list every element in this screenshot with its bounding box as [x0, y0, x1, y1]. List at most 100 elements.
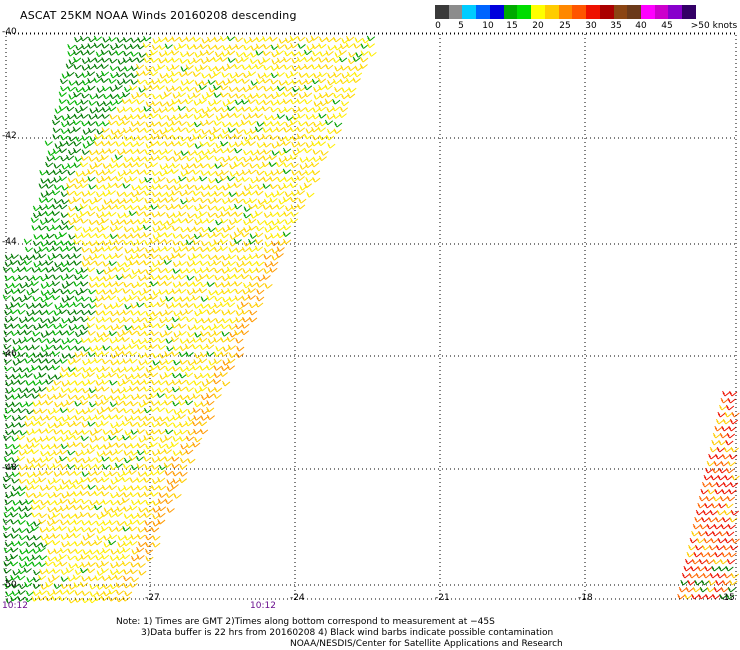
wind-barb	[186, 86, 195, 92]
wind-barb	[67, 513, 76, 519]
wind-barb	[285, 115, 294, 121]
wind-barb	[31, 302, 40, 309]
wind-barb	[143, 106, 152, 112]
wind-barb	[158, 254, 168, 261]
wind-barb	[18, 274, 27, 281]
wind-barb	[164, 127, 173, 133]
wind-barb	[722, 516, 731, 523]
wind-barb	[685, 586, 694, 593]
wind-barb	[709, 544, 718, 551]
wind-barb	[54, 262, 63, 268]
wind-barb	[32, 408, 42, 415]
wind-barb	[255, 231, 264, 238]
wind-barb	[115, 50, 124, 56]
wind-barb	[39, 170, 48, 176]
wind-barb	[102, 233, 112, 240]
lat-label-44: -44	[2, 237, 17, 247]
wind-barb	[58, 175, 68, 182]
wind-barb	[269, 183, 279, 190]
wind-barb	[23, 266, 32, 272]
wind-barb	[255, 99, 264, 105]
wind-barb	[320, 150, 329, 156]
lat-label-50: -50	[2, 580, 17, 590]
wind-barb	[305, 177, 314, 183]
wind-barb	[17, 414, 27, 421]
wind-barb	[723, 572, 733, 579]
wind-barb	[228, 142, 237, 148]
wind-barb	[241, 309, 250, 315]
wind-barb	[68, 135, 77, 142]
wind-barb	[108, 204, 117, 210]
wind-barb	[136, 386, 145, 392]
wind-barb	[156, 154, 166, 161]
wind-barb	[318, 113, 327, 119]
wind-barb	[115, 42, 124, 49]
wind-barb	[338, 49, 347, 55]
wind-barb	[10, 449, 19, 455]
wind-barb	[123, 135, 132, 141]
wind-barb	[93, 35, 103, 42]
wind-barb	[144, 352, 153, 358]
wind-barb	[178, 246, 187, 252]
wind-barb	[17, 574, 26, 581]
wind-barb	[116, 37, 125, 43]
wind-barb	[114, 350, 124, 357]
wind-barb	[75, 171, 84, 177]
wind-barb	[88, 520, 97, 526]
wind-barb	[60, 387, 69, 393]
wind-barb	[220, 232, 230, 239]
wind-barb	[23, 392, 33, 399]
wind-barb	[248, 183, 258, 190]
wind-barb	[142, 224, 152, 231]
wind-barb	[247, 287, 256, 293]
wind-barb	[712, 432, 722, 439]
wind-barb	[108, 50, 117, 56]
wind-barb	[109, 65, 118, 72]
wind-barb	[109, 345, 119, 352]
wind-barb	[130, 218, 139, 225]
wind-barb	[74, 463, 83, 470]
note-line-1: Note: 1) Times are GMT 2)Times along bot…	[116, 617, 495, 627]
wind-barb	[80, 476, 89, 483]
wind-barb	[226, 147, 235, 154]
wind-barb	[151, 79, 160, 85]
wind-barb	[136, 344, 145, 350]
wind-barb	[227, 49, 236, 56]
wind-barb	[130, 429, 139, 435]
wind-barb	[123, 72, 132, 78]
wind-barb	[47, 506, 56, 513]
wind-barb	[136, 477, 145, 483]
wind-barb	[38, 386, 47, 392]
wind-barb	[102, 254, 111, 260]
wind-barb	[256, 142, 265, 149]
wind-barb	[58, 168, 68, 175]
wind-barb	[103, 395, 112, 401]
wind-barb	[156, 203, 165, 210]
wind-barb	[31, 364, 40, 371]
wind-barb	[192, 260, 201, 266]
wind-barb	[116, 520, 125, 526]
wind-barb	[88, 575, 97, 582]
wind-barb	[100, 77, 109, 83]
wind-barb	[306, 192, 315, 198]
wind-barb	[171, 463, 180, 469]
wind-barb	[296, 175, 305, 181]
wind-barb	[74, 429, 84, 436]
wind-barb	[121, 378, 131, 385]
wind-barb	[68, 597, 77, 604]
wind-barb	[269, 267, 278, 273]
wind-barb	[25, 590, 35, 597]
wind-barb	[51, 518, 60, 525]
wind-barb	[137, 113, 146, 120]
wind-barb	[31, 267, 40, 273]
wind-barb	[65, 140, 75, 147]
wind-barb	[177, 126, 187, 133]
wind-barb	[72, 420, 82, 427]
wind-barb	[137, 338, 147, 345]
wind-barb	[247, 238, 257, 245]
wind-barb	[87, 259, 96, 266]
wind-barb	[81, 198, 90, 204]
wind-barb	[187, 458, 196, 464]
colorbar-segment	[641, 5, 655, 19]
wind-barb	[710, 537, 719, 544]
